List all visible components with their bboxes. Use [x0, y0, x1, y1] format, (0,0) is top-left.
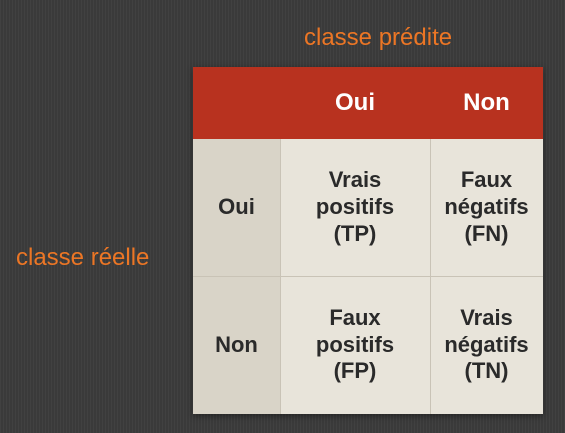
grid-divider [193, 276, 543, 277]
cell-line: positifs [315, 194, 395, 220]
cell-line: Faux [460, 167, 513, 193]
row-header-oui: Oui [193, 139, 280, 276]
cell-line: positifs [315, 331, 395, 357]
cell-false-negatives: Faux négatifs (FN) [430, 139, 543, 276]
matrix-header-bar [193, 67, 543, 139]
cell-line: Faux [329, 304, 381, 330]
cell-line: (TN) [464, 358, 509, 384]
cell-true-positives: Vrais positifs (TP) [280, 139, 430, 276]
actual-class-label: classe réelle [16, 244, 150, 271]
predicted-class-label: classe prédite [304, 24, 453, 51]
cell-line: (FP) [333, 358, 377, 384]
cell-false-positives: Faux positifs (FP) [280, 276, 430, 414]
cell-line: (FN) [464, 220, 509, 246]
row-header-non: Non [193, 276, 280, 414]
confusion-matrix: Oui Non Oui Non Vrais positifs (TP) Faux… [193, 67, 543, 414]
column-header-oui: Oui [335, 89, 375, 117]
cell-line: Vrais [328, 167, 382, 193]
cell-true-negatives: Vrais négatifs (TN) [430, 276, 543, 414]
cell-line: (TP) [333, 220, 377, 246]
column-header-non: Non [463, 89, 510, 117]
cell-line: négatifs [444, 331, 529, 357]
cell-line: Vrais [460, 304, 513, 330]
cell-line: négatifs [444, 194, 529, 220]
